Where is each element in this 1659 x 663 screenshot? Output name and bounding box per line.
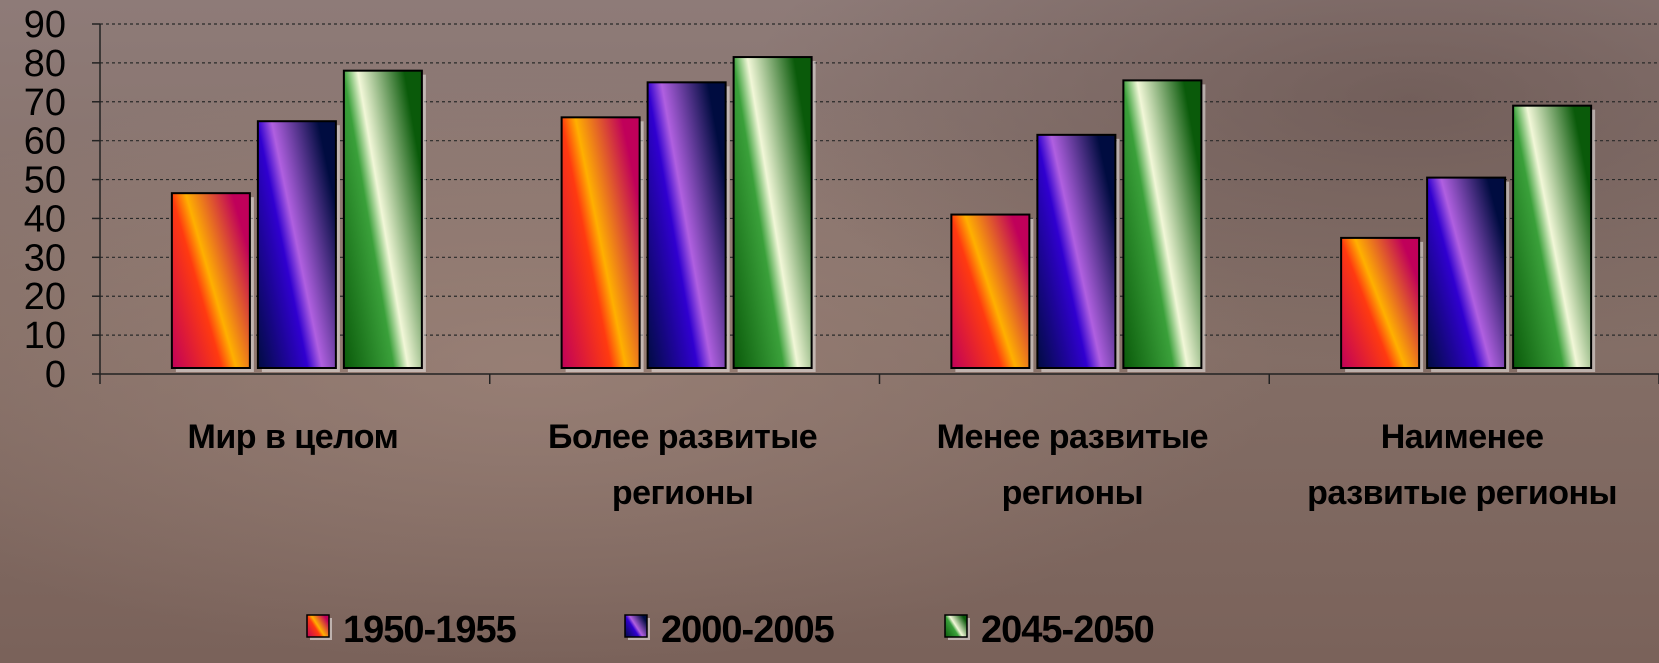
legend-swatch bbox=[624, 614, 648, 638]
category-labels: Мир в целом Более развитые регионы Менее ра… bbox=[188, 418, 1618, 512]
bar-2000-2005-3 bbox=[1036, 133, 1117, 369]
bars bbox=[170, 56, 1596, 373]
legend-swatch bbox=[306, 614, 330, 638]
y-tick-label: 20 bbox=[24, 276, 66, 318]
legend: 1950-1955 2000-2005 2045-2050 bbox=[306, 609, 1155, 651]
legend-label: 2045-2050 bbox=[981, 609, 1154, 651]
bar-2000-2005-1 bbox=[256, 120, 337, 369]
y-tick-label: 40 bbox=[24, 198, 66, 240]
bar-2000-2005-2 bbox=[646, 81, 727, 369]
bar-1950-1955-3 bbox=[950, 213, 1031, 369]
legend-label: 1950-1955 bbox=[343, 609, 517, 651]
y-tick-label: 80 bbox=[24, 43, 66, 85]
x-category-label: Мир в целом bbox=[188, 418, 399, 456]
bar-2045-2050-4 bbox=[1512, 104, 1593, 370]
y-tick-label: 90 bbox=[24, 4, 66, 46]
y-tick-label: 50 bbox=[24, 160, 66, 202]
x-category-label: регионы bbox=[612, 474, 754, 512]
bar-2045-2050-1 bbox=[342, 69, 423, 370]
x-category-label: развитые регионы bbox=[1307, 474, 1617, 512]
y-tick-label: 30 bbox=[24, 237, 66, 279]
y-tick-label: 60 bbox=[24, 121, 66, 163]
x-category-label: Менее развитые bbox=[937, 418, 1208, 456]
bar-2045-2050-3 bbox=[1122, 79, 1203, 369]
x-category-label: Наименее bbox=[1381, 418, 1544, 456]
bar-1950-1955-4 bbox=[1340, 236, 1421, 369]
x-category-label: регионы bbox=[1002, 474, 1144, 512]
y-tick-label: 10 bbox=[24, 315, 66, 357]
legend-label: 2000-2005 bbox=[661, 609, 835, 651]
bar-2045-2050-2 bbox=[732, 56, 813, 370]
x-category-label: Более развитые bbox=[548, 418, 817, 456]
legend-swatch bbox=[944, 614, 968, 638]
bar-1950-1955-1 bbox=[170, 192, 251, 369]
bar-1950-1955-2 bbox=[560, 116, 641, 370]
bar-2000-2005-4 bbox=[1426, 176, 1507, 369]
y-tick-label: 0 bbox=[45, 354, 66, 396]
y-tick-label: 70 bbox=[24, 82, 66, 124]
